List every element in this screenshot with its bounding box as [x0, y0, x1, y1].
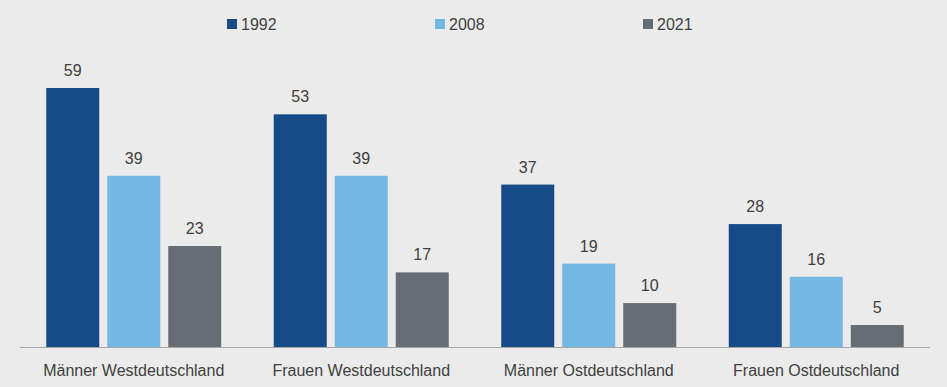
bar — [46, 88, 99, 347]
x-axis — [20, 347, 930, 348]
chart: 59 39 23 53 39 17 37 19 10 28 16 5 Männer Westdeutsc… — [0, 0, 947, 387]
legend-label: 1992 — [241, 16, 277, 33]
data-label: 17 — [413, 246, 431, 263]
category-label: Frauen Westdeutschland — [272, 362, 450, 379]
data-label: 23 — [186, 220, 204, 237]
bar — [168, 246, 221, 347]
legend-label: 2021 — [657, 16, 693, 33]
category-label: Männer Westdeutschland — [43, 362, 224, 379]
data-label: 37 — [519, 159, 537, 176]
bar — [623, 303, 676, 347]
data-label: 16 — [807, 251, 825, 268]
data-label: 10 — [641, 277, 659, 294]
data-label: 5 — [873, 299, 882, 316]
bar — [851, 325, 904, 347]
background — [0, 0, 947, 387]
data-label: 19 — [580, 238, 598, 255]
legend-label: 2008 — [449, 16, 485, 33]
legend-swatch — [227, 19, 237, 29]
bar — [790, 277, 843, 347]
data-label: 59 — [64, 62, 82, 79]
legend: 1992 2008 2021 — [227, 16, 693, 33]
bars — [46, 88, 904, 347]
bar — [396, 272, 449, 347]
bar — [107, 176, 160, 347]
category-label: Frauen Ostdeutschland — [733, 362, 899, 379]
bar — [501, 185, 554, 347]
data-label: 39 — [125, 150, 143, 167]
bar — [562, 264, 615, 347]
category-label: Männer Ostdeutschland — [504, 362, 674, 379]
bar — [729, 224, 782, 347]
data-label: 28 — [746, 198, 764, 215]
data-label: 39 — [352, 150, 370, 167]
bar — [335, 176, 388, 347]
data-label: 53 — [291, 88, 309, 105]
legend-swatch — [435, 19, 445, 29]
legend-swatch — [643, 19, 653, 29]
data-labels: 59 39 23 53 39 17 37 19 10 28 16 5 — [64, 62, 882, 316]
bar — [274, 114, 327, 347]
